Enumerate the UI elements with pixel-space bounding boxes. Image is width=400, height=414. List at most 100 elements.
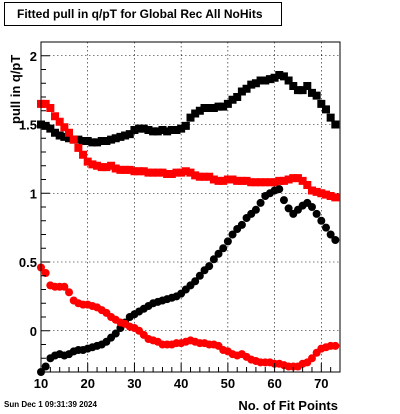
data-point xyxy=(214,176,223,185)
data-point xyxy=(275,71,284,79)
data-point xyxy=(107,161,116,170)
data-point xyxy=(186,113,195,122)
data-point xyxy=(51,128,60,137)
data-point xyxy=(149,168,158,177)
data-point xyxy=(312,91,321,100)
data-point xyxy=(191,171,200,180)
data-point xyxy=(251,178,260,187)
data-point xyxy=(60,282,69,291)
y-tick-label: 2 xyxy=(30,49,37,64)
data-point xyxy=(167,170,176,178)
data-point xyxy=(158,168,167,177)
y-tick-label: 1 xyxy=(30,186,37,201)
data-point xyxy=(303,181,312,189)
data-point xyxy=(79,150,88,159)
data-point xyxy=(139,167,148,176)
data-point xyxy=(111,134,120,143)
data-point xyxy=(205,172,214,181)
data-point xyxy=(331,341,340,350)
x-tick-label: 70 xyxy=(314,376,328,391)
data-point xyxy=(153,127,162,136)
data-point xyxy=(144,168,153,177)
data-point xyxy=(60,132,69,141)
data-point xyxy=(209,104,218,112)
data-point xyxy=(209,255,218,264)
data-point xyxy=(46,124,55,133)
data-point xyxy=(97,163,106,172)
data-point xyxy=(275,185,284,194)
data-point xyxy=(163,127,172,136)
data-point xyxy=(261,76,270,85)
data-point xyxy=(172,126,181,134)
data-point xyxy=(149,127,158,136)
data-point xyxy=(298,86,307,95)
data-point xyxy=(247,178,256,187)
data-point xyxy=(88,160,97,169)
data-point xyxy=(284,76,293,85)
data-point xyxy=(74,143,83,152)
data-point xyxy=(195,106,204,115)
data-point xyxy=(256,76,265,85)
data-point xyxy=(242,176,251,185)
data-point xyxy=(88,138,97,147)
data-point xyxy=(270,178,279,187)
data-point xyxy=(41,269,50,277)
data-point xyxy=(51,112,60,121)
series-2 xyxy=(37,185,340,376)
data-point xyxy=(307,203,316,211)
data-point xyxy=(167,126,176,134)
data-point xyxy=(177,124,186,133)
data-point xyxy=(93,161,102,170)
data-point xyxy=(181,167,190,176)
data-point xyxy=(214,102,223,111)
data-point xyxy=(130,126,139,134)
data-point xyxy=(158,126,167,134)
x-axis-label: No. of Fit Points xyxy=(238,398,338,413)
data-point xyxy=(265,75,274,84)
data-point xyxy=(74,135,83,144)
data-point xyxy=(200,104,209,112)
data-series xyxy=(37,71,340,376)
data-point xyxy=(307,354,316,363)
y-axis-label: pull in q/pT xyxy=(8,55,23,124)
data-point xyxy=(219,176,228,185)
data-point xyxy=(237,87,246,96)
data-point xyxy=(41,362,50,371)
data-point xyxy=(116,132,125,141)
data-point xyxy=(279,72,288,81)
data-point xyxy=(69,135,78,144)
x-tick-label: 40 xyxy=(174,376,188,391)
data-point xyxy=(326,113,335,122)
data-point xyxy=(186,168,195,177)
y-tick-label: 1.5 xyxy=(19,118,37,133)
data-point xyxy=(223,99,232,108)
data-point xyxy=(247,80,256,89)
data-point xyxy=(130,167,139,176)
data-point xyxy=(153,168,162,177)
data-point xyxy=(55,131,64,140)
data-point xyxy=(298,176,307,185)
data-point xyxy=(233,93,242,101)
data-point xyxy=(270,73,279,82)
data-point xyxy=(205,262,214,271)
data-point xyxy=(321,223,330,232)
data-point xyxy=(93,138,102,147)
data-point xyxy=(279,176,288,185)
data-point xyxy=(121,131,130,140)
data-point xyxy=(79,137,88,145)
data-point xyxy=(275,176,284,185)
data-point xyxy=(293,86,302,95)
data-point xyxy=(256,198,265,207)
data-point xyxy=(144,126,153,134)
data-point xyxy=(326,230,335,239)
data-point xyxy=(251,79,260,88)
data-point xyxy=(200,172,209,181)
axis-ticks: 10 20 30 40 50 60 70 0 0.5 1 1.5 2 xyxy=(19,41,341,391)
x-tick-label: 60 xyxy=(267,376,281,391)
x-tick-label: 50 xyxy=(221,376,235,391)
data-point xyxy=(289,174,298,183)
data-point xyxy=(265,178,274,187)
data-point xyxy=(121,165,130,174)
chart-title: Fitted pull in q/pT for Global Rec All N… xyxy=(4,2,282,26)
data-point xyxy=(172,168,181,177)
